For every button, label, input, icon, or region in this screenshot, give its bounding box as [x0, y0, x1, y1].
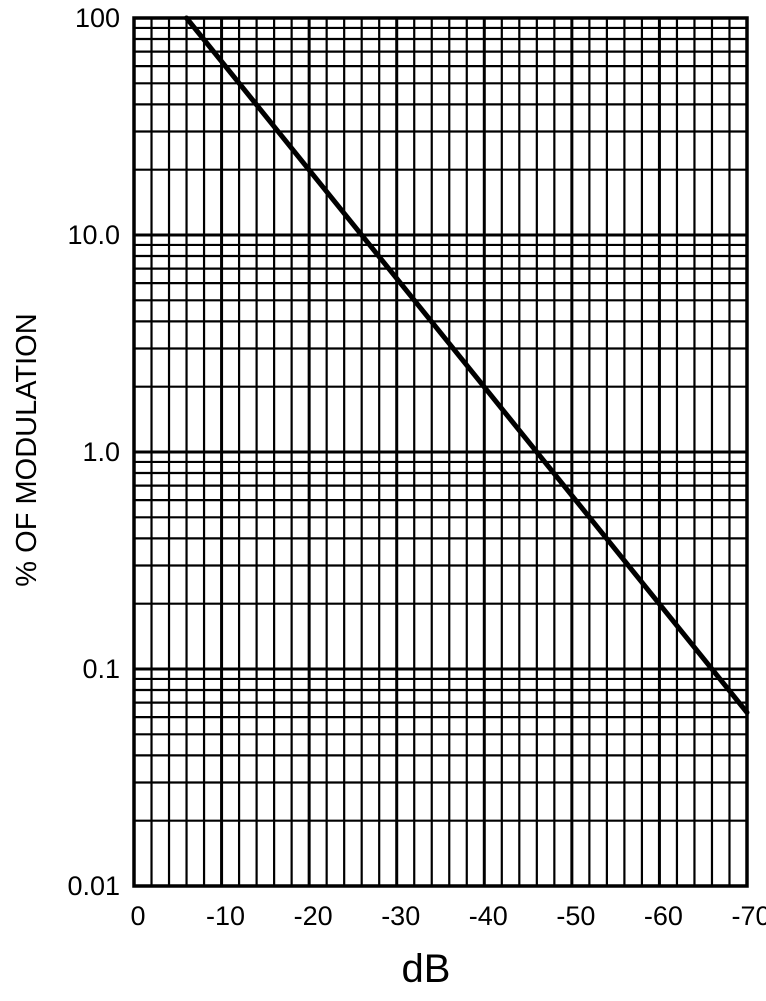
x-tick-label: -30	[381, 901, 420, 931]
x-tick-label: -40	[469, 901, 508, 931]
x-axis-label: dB	[402, 947, 451, 991]
y-tick-label: 1.0	[82, 437, 120, 467]
x-tick-label: -60	[644, 901, 683, 931]
y-tick-label: 0.1	[82, 654, 120, 684]
y-tick-label: 100	[75, 3, 120, 33]
plot-border	[132, 16, 749, 888]
x-tick-label: -50	[556, 901, 595, 931]
tick-labels: 0 -10 -20 -30 -40 -50 -60 -70 100 10.0 1.0 0.1 0.01	[67, 3, 766, 931]
series-layer	[184, 15, 750, 715]
x-tick-label: -70	[731, 901, 766, 931]
series-line	[184, 15, 750, 715]
x-tick-label: -20	[294, 901, 333, 931]
y-axis-label: % OF MODULATION	[11, 313, 43, 586]
x-tick-label: -10	[206, 901, 245, 931]
plot-frame	[132, 16, 749, 888]
x-tick-label: 0	[130, 901, 145, 931]
y-tick-label: 10.0	[67, 220, 120, 250]
y-tick-label: 0.01	[67, 871, 120, 901]
